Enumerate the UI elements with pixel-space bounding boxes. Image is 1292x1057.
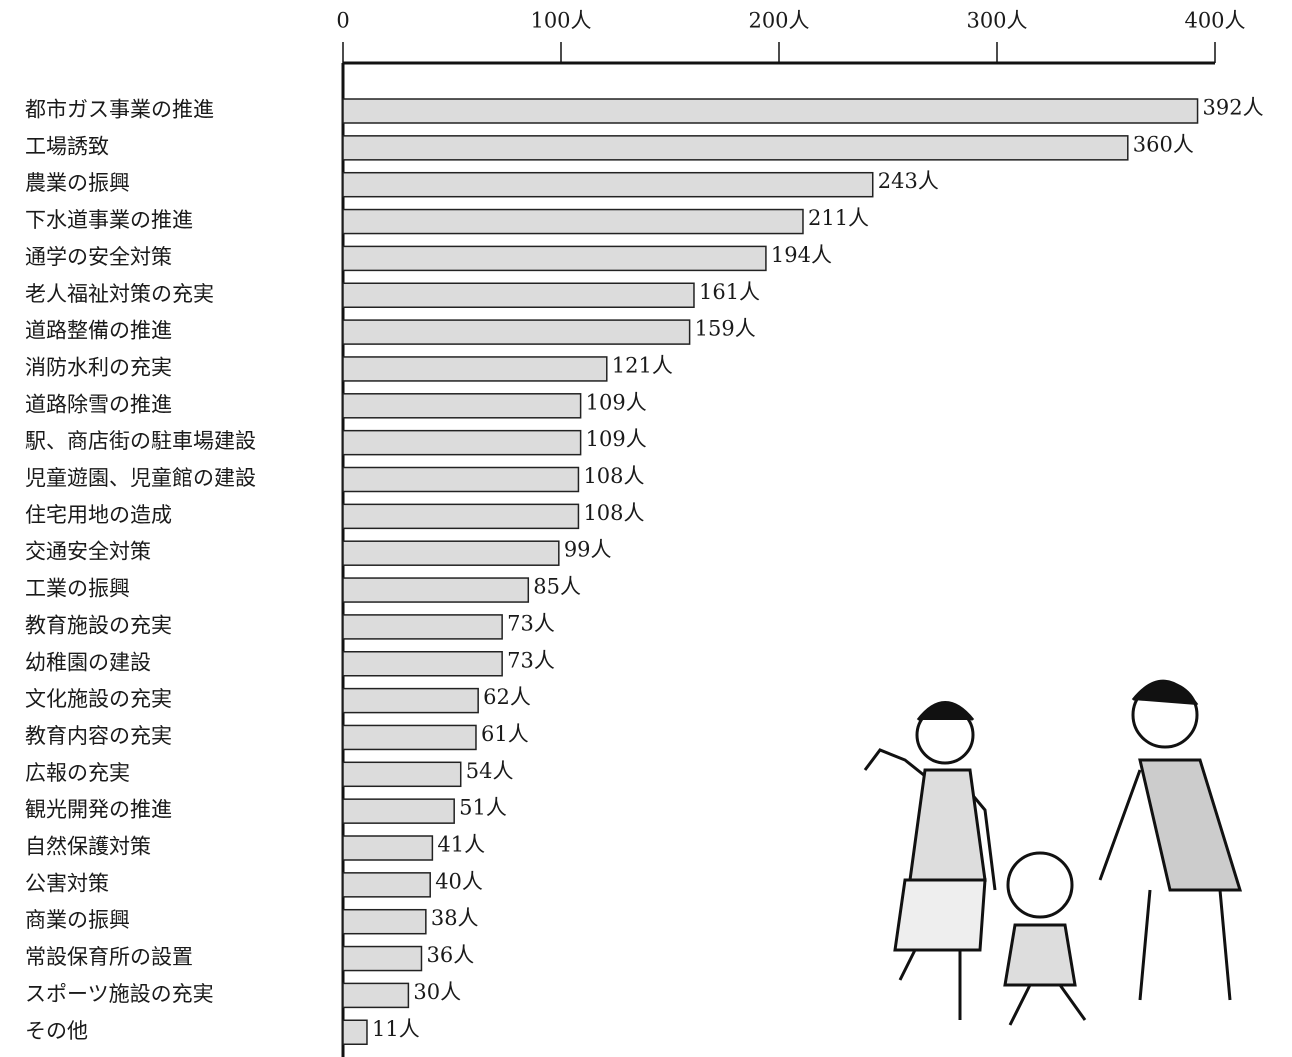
bar: [342, 356, 608, 382]
category-label: 道路除雪の推進: [25, 392, 172, 416]
bar: [342, 319, 691, 345]
x-tick-label: 100人: [530, 9, 591, 33]
bar: [342, 577, 530, 603]
bar: [342, 540, 560, 566]
bar: [342, 466, 580, 493]
bar: [342, 761, 462, 788]
x-tick-label: 200人: [748, 9, 809, 33]
category-label: 自然保護対策: [25, 835, 151, 859]
category-label: 交通安全対策: [25, 540, 151, 564]
value-label: 392人: [1203, 96, 1264, 120]
category-label: 駅、商店街の駐車場建設: [25, 429, 256, 453]
bar: [342, 835, 434, 861]
value-label: 121人: [612, 353, 673, 377]
value-label: 161人: [699, 280, 760, 304]
bar: [342, 724, 477, 751]
category-label: 道路整備の推進: [25, 319, 172, 343]
category-label: 常設保育所の設置: [25, 945, 193, 969]
value-label: 243人: [878, 169, 939, 193]
category-label: 消防水利の充実: [25, 355, 172, 379]
bar: [342, 614, 503, 640]
value-label: 11人: [372, 1017, 420, 1041]
value-label: 36人: [426, 943, 474, 967]
bar: [342, 651, 503, 677]
bar: [342, 135, 1129, 161]
value-label: 61人: [481, 722, 529, 746]
value-label: 73人: [507, 648, 555, 672]
x-tick-label: 400人: [1184, 9, 1245, 33]
category-label: 文化施設の充実: [25, 687, 172, 711]
value-label: 109人: [586, 427, 647, 451]
bar: [342, 908, 427, 935]
bar: [342, 171, 874, 198]
value-label: 30人: [413, 980, 461, 1004]
category-label: 工業の振興: [25, 577, 130, 601]
category-label: 下水道事業の推進: [25, 208, 193, 232]
category-label: 都市ガス事業の推進: [25, 98, 214, 122]
category-label: 幼稚園の建設: [25, 650, 151, 674]
value-label: 40人: [435, 869, 483, 893]
bar: [342, 393, 582, 419]
value-label: 108人: [583, 464, 644, 488]
value-label: 51人: [459, 796, 507, 820]
value-label: 99人: [564, 538, 612, 562]
category-label: 商業の振興: [25, 908, 130, 932]
bar: [342, 208, 804, 235]
category-label: 観光開発の推進: [25, 798, 172, 822]
bar: [342, 872, 431, 898]
category-label: その他: [25, 1019, 88, 1043]
illustration: [863, 679, 1243, 1026]
value-label: 54人: [466, 759, 514, 783]
bar: [342, 503, 580, 530]
value-label: 73人: [507, 611, 555, 635]
bar: [342, 245, 767, 272]
bar: [342, 798, 455, 824]
x-tick-label: 300人: [966, 9, 1027, 33]
value-label: 194人: [771, 243, 832, 267]
bar: [342, 282, 695, 308]
category-label: 老人福祉対策の充実: [25, 282, 214, 306]
bar: [342, 98, 1199, 124]
category-label: 住宅用地の造成: [25, 503, 172, 527]
value-label: 85人: [533, 575, 581, 599]
bar: [342, 945, 423, 972]
bar: [342, 1019, 368, 1045]
category-label: 児童遊園、児童館の建設: [25, 466, 256, 490]
bar: [342, 982, 410, 1009]
value-label: 38人: [431, 906, 479, 930]
category-label: 教育内容の充実: [25, 724, 172, 748]
category-label: 工場誘致: [25, 134, 109, 158]
value-label: 41人: [437, 833, 485, 857]
value-label: 62人: [483, 685, 531, 709]
category-label: 教育施設の充実: [25, 613, 172, 637]
value-label: 109人: [586, 390, 647, 414]
value-label: 360人: [1133, 132, 1194, 156]
x-tick-label: 0: [336, 9, 349, 33]
category-label: 広報の充実: [25, 761, 130, 785]
value-label: 108人: [583, 501, 644, 525]
category-label: 公害対策: [25, 871, 109, 895]
category-label: 通学の安全対策: [25, 245, 172, 269]
value-label: 211人: [808, 206, 869, 230]
bar: [342, 687, 479, 714]
bar: [342, 429, 582, 456]
value-label: 159人: [695, 317, 756, 341]
category-label: 農業の振興: [25, 171, 130, 195]
category-label: スポーツ施設の充実: [25, 982, 214, 1006]
